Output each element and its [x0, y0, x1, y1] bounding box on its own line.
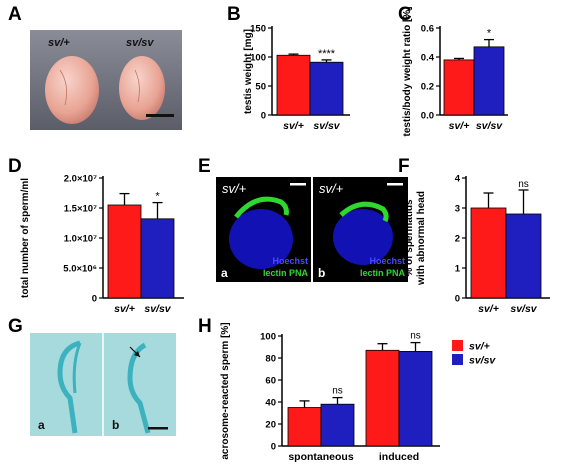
testes-photo: sv/+ sv/sv — [30, 30, 182, 130]
x-tick-label-H: induced — [379, 451, 419, 463]
x-tick-label-D: sv/sv — [144, 303, 171, 315]
significance-label-H: ns — [410, 331, 421, 342]
y-tick-label-C: 0.6 — [421, 24, 434, 35]
significance-label-C: * — [487, 28, 492, 40]
lectin-photo-a: sv/+ a Hoechst lectin PNA — [216, 177, 311, 282]
photo-a-label-right: sv/sv — [126, 37, 154, 49]
x-tick-label-C: sv/+ — [449, 120, 470, 132]
photo-e-letter-a: a — [221, 266, 228, 280]
x-tick-label-B: sv/sv — [313, 120, 340, 132]
y-tick-label-C: 0.2 — [421, 82, 434, 93]
significance-label-H: ns — [332, 386, 343, 397]
y-axis-label-F: % of spermatids — [404, 199, 415, 277]
legend-label: sv/+ — [469, 341, 490, 353]
panel-letter-g: G — [8, 316, 23, 337]
x-tick-label-F: sv/+ — [478, 303, 499, 315]
y-tick-label-C: 0.4 — [421, 53, 435, 64]
x-tick-label-D: sv/+ — [114, 303, 135, 315]
legend-swatch — [452, 354, 463, 365]
testis-left — [45, 56, 99, 124]
y-tick-label-F: 3 — [455, 204, 460, 215]
y-tick-label-H: 40 — [265, 398, 276, 409]
y-tick-label-D: 1.5×10⁷ — [64, 204, 97, 215]
photo-g-letter-b: b — [112, 418, 119, 432]
y-tick-label-C: 0.0 — [421, 111, 434, 122]
panel-letter-f: F — [398, 156, 410, 177]
panel-letter-d: D — [8, 156, 22, 177]
testes-illustration: sv/+ sv/sv — [30, 30, 182, 130]
y-tick-label-F: 1 — [455, 264, 461, 275]
scale-bar — [146, 114, 174, 117]
testis-right — [119, 56, 165, 120]
y-tick-label-H: 60 — [265, 376, 276, 387]
y-tick-label-H: 20 — [265, 420, 276, 431]
panel-letter-a: A — [8, 4, 22, 25]
photo-g-letter-a: a — [38, 418, 45, 432]
lectin-label-a: lectin PNA — [263, 268, 309, 278]
x-tick-label-B: sv/+ — [283, 120, 304, 132]
panel-letter-e: E — [198, 156, 211, 177]
hoechst-label-a: Hoechst — [272, 256, 308, 266]
panel-letter-b: B — [227, 4, 241, 25]
bar-B — [309, 61, 344, 116]
hoechst-label-b: Hoechst — [369, 256, 405, 266]
y-tick-label-B: 0 — [261, 111, 266, 122]
bar-H-sv/+ — [287, 407, 322, 447]
bar-C — [443, 59, 475, 116]
y-tick-label-D: 1.0×10⁷ — [64, 234, 97, 245]
legend-swatch — [452, 340, 463, 351]
bar-D — [107, 204, 142, 299]
photo-e-genotype-b: sv/+ — [319, 181, 344, 196]
photo-e-letter-b: b — [318, 266, 325, 280]
legend-label: sv/sv — [469, 355, 496, 367]
y-axis-label-C: testis/body weight ratio [%] — [402, 6, 413, 136]
y-tick-label-B: 150 — [250, 24, 266, 35]
x-tick-label-F: sv/sv — [510, 303, 537, 315]
y-tick-label-F: 0 — [455, 294, 460, 305]
y-tick-label-F: 4 — [455, 174, 461, 185]
bar-F — [470, 207, 507, 299]
bar-B — [276, 54, 311, 116]
bar-H-sv/sv — [320, 403, 355, 447]
chart-c: 0.0 0.2 0.4 0.6 testis/body weight ratio [%]… — [402, 6, 508, 137]
lectin-photo-b: sv/+ b Hoechst lectin PNA — [313, 177, 408, 282]
bar-H-sv/sv — [398, 350, 433, 447]
significance-label-D: * — [155, 191, 160, 203]
x-tick-label-C: sv/sv — [476, 120, 503, 132]
lectin-label-b: lectin PNA — [360, 268, 406, 278]
bar-F — [505, 213, 542, 299]
y-tick-label-F: 2 — [455, 234, 460, 245]
chart-f: 0 1 2 3 4 % of spermatids with abnormal head sv… — [404, 174, 550, 315]
y-axis-label-F: with abnormal head — [416, 191, 427, 286]
chart-h: 0 20 40 60 80 100 acrosome-reacted sperm [%] sp… — [220, 322, 496, 463]
panel-letter-c: C — [398, 4, 412, 25]
panel-letter-h: H — [198, 316, 212, 337]
y-axis-label-B: testis weight [mg] — [243, 29, 254, 114]
y-axis-label-D: total number of sperm/ml — [20, 178, 31, 298]
significance-label-F: ns — [518, 179, 529, 190]
y-tick-label-D: 0 — [92, 294, 97, 305]
x-tick-label-H: spontaneous — [288, 451, 353, 463]
y-tick-label-B: 100 — [250, 53, 266, 64]
chart-d: 0 5.0×10⁶ 1.0×10⁷ 1.5×10⁷ 2.0×10⁷ total numbe… — [20, 174, 184, 315]
y-tick-label-B: 50 — [255, 82, 266, 93]
significance-label-B: **** — [318, 48, 336, 60]
y-tick-label-H: 100 — [260, 332, 276, 343]
bar-H-sv/+ — [365, 349, 400, 447]
y-tick-label-H: 0 — [271, 442, 276, 453]
y-axis-label-H: acrosome-reacted sperm [%] — [220, 322, 231, 459]
y-tick-label-H: 80 — [265, 354, 276, 365]
y-tick-label-D: 5.0×10⁶ — [63, 264, 97, 275]
bar-C — [473, 46, 505, 116]
y-tick-label-D: 2.0×10⁷ — [64, 174, 97, 185]
sperm-photo: a b — [30, 333, 176, 436]
photo-a-label-left: sv/+ — [48, 37, 70, 49]
photo-e-genotype-a: sv/+ — [222, 181, 247, 196]
bar-D — [140, 218, 175, 299]
